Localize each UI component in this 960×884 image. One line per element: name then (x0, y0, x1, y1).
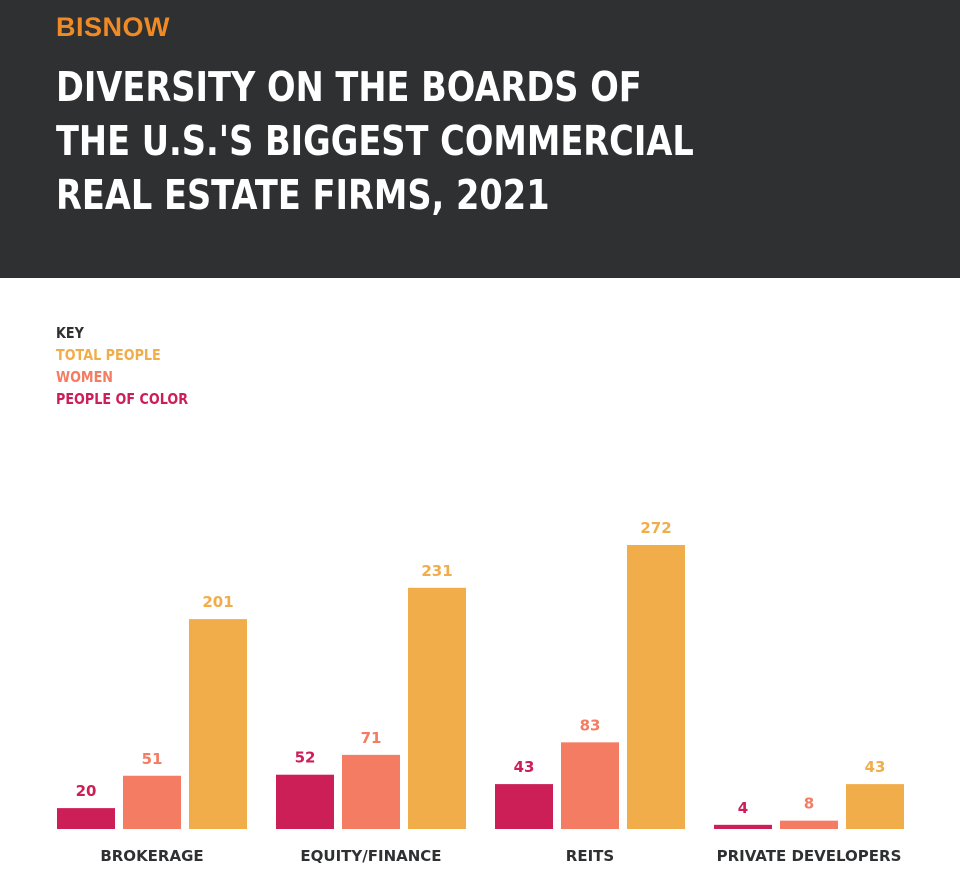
bar-reits-total-people (627, 545, 685, 829)
bar-brokerage-total-people (189, 619, 247, 829)
bar-chart: 20 51 201 BROKERAGE 52 71 231 EQUITY/FINANCE 43 8… (57, 519, 904, 865)
page-title: DIVERSITY ON THE BOARDS OF THE U.S.'S BI… (56, 60, 712, 222)
title-line-3: REAL ESTATE FIRMS, 2021 (56, 171, 550, 219)
data-label: 4 (738, 799, 748, 817)
data-label: 43 (865, 758, 886, 776)
bar-equity-finance-total-people (408, 587, 466, 829)
data-label: 231 (421, 562, 452, 580)
data-label: 43 (514, 758, 535, 776)
bar-reits-women (561, 742, 619, 829)
legend-item-people-of-color: PEOPLE OF COLOR (56, 390, 189, 408)
header-banner: BISNOW DIVERSITY ON THE BOARDS OF THE U.… (0, 0, 960, 278)
data-label: 201 (202, 593, 233, 611)
bar-equity-finance-women (342, 754, 400, 829)
category-label: REITS (566, 847, 614, 865)
bar-reits-people-of-color (495, 784, 553, 829)
category-label: EQUITY/FINANCE (300, 847, 441, 865)
data-label: 83 (580, 716, 601, 734)
bar-private-developers-people-of-color (714, 824, 772, 829)
title-line-1: DIVERSITY ON THE BOARDS OF (56, 63, 642, 111)
data-label: 52 (295, 749, 316, 767)
bar-brokerage-people-of-color (57, 808, 115, 829)
bar-equity-finance-people-of-color (276, 774, 334, 829)
bar-brokerage-women (123, 775, 181, 829)
data-label: 8 (804, 795, 814, 813)
legend-heading: KEY (56, 324, 84, 342)
title-line-2: THE U.S.'S BIGGEST COMMERCIAL (56, 117, 694, 165)
data-label: 272 (640, 519, 671, 537)
category-label: PRIVATE DEVELOPERS (717, 847, 902, 865)
legend-item-women: WOMEN (56, 368, 113, 386)
category-label: BROKERAGE (100, 847, 203, 865)
data-label: 20 (76, 782, 97, 800)
brand-logo: BISNOW (56, 12, 170, 42)
bar-private-developers-women (780, 820, 838, 829)
data-label: 51 (142, 750, 163, 768)
data-label: 71 (361, 729, 382, 747)
legend-item-total-people: TOTAL PEOPLE (56, 346, 161, 364)
bar-private-developers-total-people (846, 784, 904, 829)
chart-legend: KEY TOTAL PEOPLE WOMEN PEOPLE OF COLOR (56, 322, 188, 410)
